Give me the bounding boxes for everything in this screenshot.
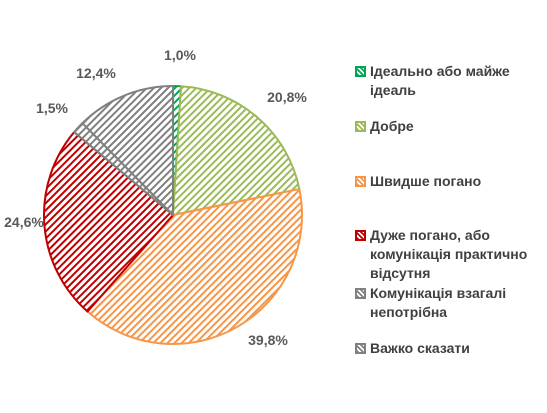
legend-swatch-not-needed	[355, 288, 366, 299]
data-label-not-needed: 1,5%	[36, 100, 68, 116]
pie-slice-hard-to-say	[81, 85, 174, 216]
legend-label-not-needed-line-1: Комунікація взагалі	[370, 285, 507, 301]
legend-label-rather-bad: Швидше погано	[370, 172, 481, 191]
pie-data-labels: 1,0% 20,8% 39,8% 24,6% 1,5% 12,4%	[4, 47, 307, 348]
legend-item-rather-bad: Швидше погано	[355, 172, 481, 191]
legend-label-ideal: Ідеально або майже ідеаль	[370, 62, 510, 100]
legend-label-very-bad-line-2: комунікація практично	[370, 246, 528, 262]
legend-label-very-bad: Дуже погано, або комунікація практично в…	[370, 226, 527, 283]
legend-label-not-needed-line-2: непотрібна	[370, 304, 448, 320]
pie-slices	[42, 84, 303, 345]
legend-label-hard-to-say-line-1: Важко сказати	[370, 340, 470, 356]
legend-item-good: Добре	[355, 117, 414, 136]
data-label-very-bad: 24,6%	[4, 214, 44, 230]
legend-label-very-bad-line-3: відсутня	[370, 265, 431, 281]
legend-item-ideal: Ідеально або майже ідеаль	[355, 62, 510, 100]
pie-slice-rather-bad	[86, 188, 303, 345]
legend-item-not-needed: Комунікація взагалі непотрібна	[355, 284, 506, 322]
legend-label-not-needed: Комунікація взагалі непотрібна	[370, 284, 506, 322]
legend-swatch-good	[355, 121, 366, 132]
legend-label-good: Добре	[370, 117, 414, 136]
legend-label-very-bad-line-1: Дуже погано, або	[370, 227, 490, 243]
legend-label-ideal-line-1: Ідеально або майже	[370, 63, 510, 79]
pie-slice-good	[172, 85, 301, 216]
legend-item-hard-to-say: Важко сказати	[355, 339, 470, 358]
legend-label-ideal-line-2: ідеаль	[370, 82, 416, 98]
data-label-ideal: 1,0%	[164, 47, 196, 63]
legend-swatch-rather-bad	[355, 176, 366, 187]
legend-item-very-bad: Дуже погано, або комунікація практично в…	[355, 226, 527, 283]
data-label-rather-bad: 39,8%	[248, 332, 288, 348]
legend-label-good-line-1: Добре	[370, 118, 414, 134]
legend-label-hard-to-say: Важко сказати	[370, 339, 470, 358]
legend-swatch-hard-to-say	[355, 343, 366, 354]
data-label-good: 20,8%	[267, 89, 307, 105]
legend-swatch-very-bad	[355, 230, 366, 241]
legend-swatch-ideal	[355, 66, 366, 77]
data-label-hard-to-say: 12,4%	[76, 65, 116, 81]
pie-slice-very-bad	[42, 131, 174, 313]
legend-label-rather-bad-line-1: Швидше погано	[370, 173, 482, 189]
